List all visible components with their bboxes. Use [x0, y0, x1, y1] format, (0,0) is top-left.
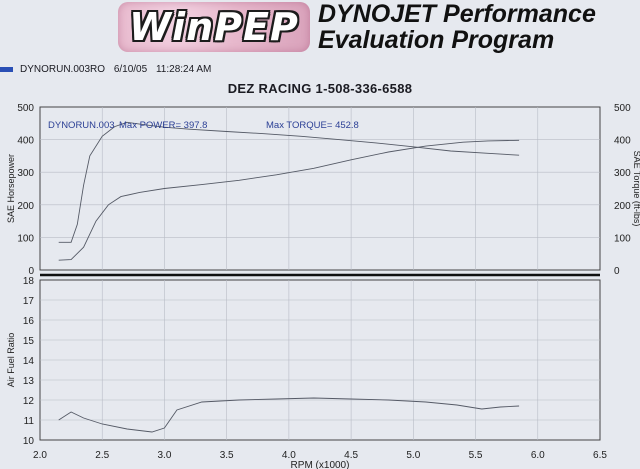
torque-line [58, 121, 520, 243]
right-y-tick-label: 500 [614, 103, 631, 114]
afr-y-tick-label: 17 [23, 296, 35, 307]
y-tick-label: 200 [17, 201, 34, 212]
y-tick-label: 300 [17, 168, 34, 179]
right-y-tick-label: 400 [614, 136, 631, 147]
run-file-name: DYNORUN.003RO [20, 64, 106, 75]
afr-y-tick-label: 14 [23, 356, 35, 367]
program-title-line-1: DYNOJET Performance [318, 0, 596, 28]
right-y-axis-label: SAE Torque (ft-lbs) [632, 151, 640, 227]
x-tick-label: 4.0 [282, 450, 296, 461]
run-time: 11:28:24 AM [155, 64, 212, 75]
right-y-tick-label: 0 [614, 266, 620, 277]
afr-y-tick-label: 15 [23, 336, 35, 347]
x-tick-label: 2.5 [95, 450, 109, 461]
run-info: DYNORUN.003RO 6/10/05 11:28:24 AM [20, 64, 217, 75]
run-color-marker [0, 67, 13, 72]
x-tick-label: 2.0 [33, 450, 47, 461]
logo-text: WinPEP [129, 5, 299, 49]
afr-line [58, 397, 520, 433]
y-tick-label: 0 [28, 266, 34, 277]
chart-title: DEZ RACING 1-508-336-6588 [227, 81, 413, 96]
max-torque-annotation: Max TORQUE= 452.8 [266, 120, 359, 131]
y-tick-label: 100 [17, 233, 34, 244]
x-tick-label: 3.5 [220, 450, 234, 461]
x-tick-label: 6.0 [531, 450, 545, 461]
x-tick-label: 5.5 [469, 450, 483, 461]
program-title-line-2: Evaluation Program [318, 26, 555, 54]
afr-y-tick-label: 18 [23, 276, 35, 287]
y-axis-label: SAE Horsepower [6, 154, 16, 223]
afr-y-tick-label: 10 [23, 436, 35, 447]
run-name-annotation: DYNORUN.003 [48, 120, 115, 131]
power-line [58, 139, 520, 261]
afr-y-axis-label: Air Fuel Ratio [6, 333, 16, 388]
winpep-logo: WinPEP [118, 2, 310, 52]
run-date: 6/10/05 [113, 64, 148, 75]
x-tick-label: 6.5 [593, 450, 607, 461]
right-y-tick-label: 100 [614, 233, 631, 244]
x-tick-label: 4.5 [344, 450, 358, 461]
x-axis-label: RPM (x1000) [291, 460, 350, 469]
y-tick-label: 400 [17, 136, 34, 147]
air-fuel-plot: 10 11 12 13 14 15 16 17 18 2.0 2.5 3.0 3.5 4.0 4.5 5.0 5… [6, 276, 607, 469]
afr-y-tick-label: 11 [24, 416, 35, 427]
afr-y-tick-label: 13 [23, 376, 35, 387]
max-power-annotation: Max POWER= 397.8 [119, 120, 207, 131]
afr-y-tick-label: 16 [23, 316, 35, 327]
plot-frame [39, 106, 601, 271]
x-tick-label: 3.0 [157, 450, 171, 461]
right-y-tick-label: 300 [614, 168, 631, 179]
right-y-tick-label: 200 [614, 201, 631, 212]
afr-y-tick-label: 12 [23, 396, 35, 407]
power-torque-plot: 0 100 200 300 400 500 0 100 200 300 400 500 SAE Hors… [6, 103, 640, 277]
x-tick-label: 5.0 [406, 450, 420, 461]
y-tick-label: 500 [17, 103, 34, 114]
